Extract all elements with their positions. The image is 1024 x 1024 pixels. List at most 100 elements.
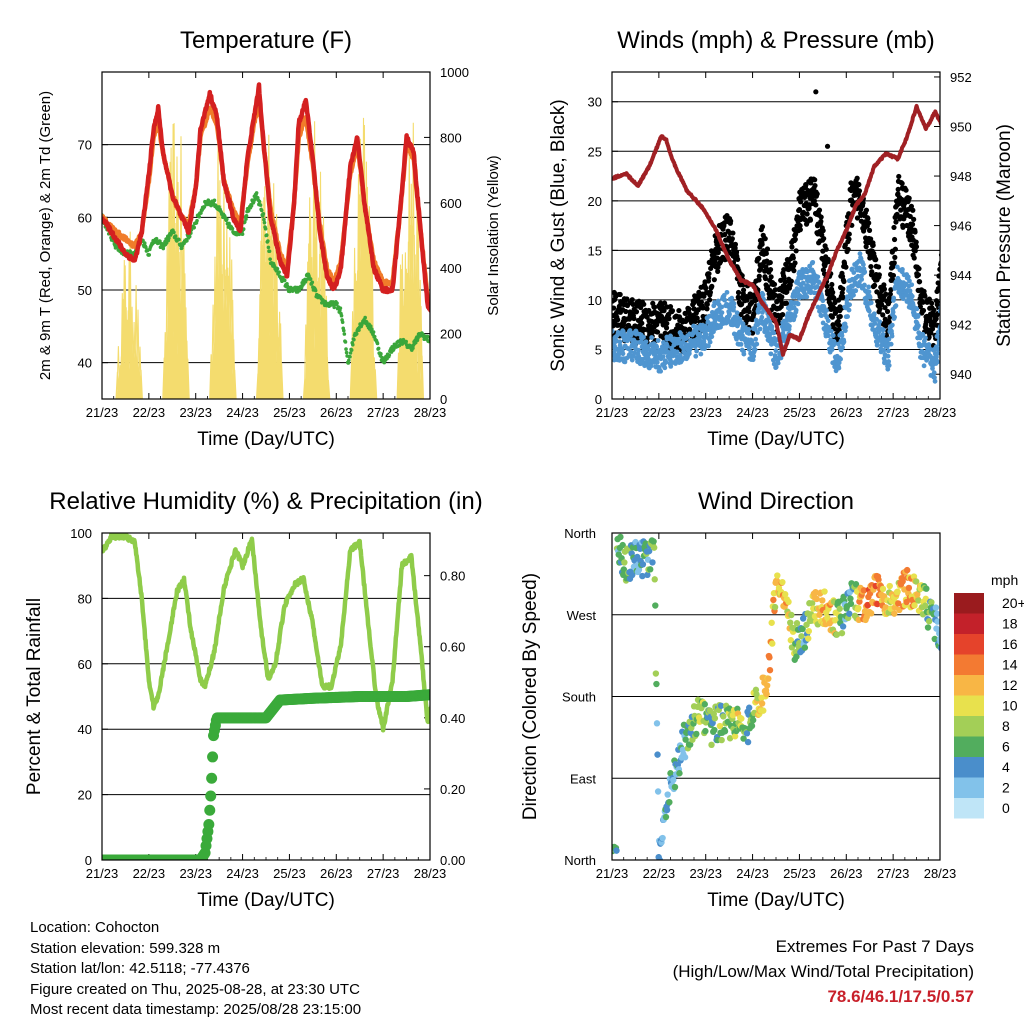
extremes-subtitle: (High/Low/Max Wind/Total Precipitation) (672, 962, 974, 981)
wind-point (955, 297, 960, 302)
wind-point (941, 297, 946, 302)
wind-point (892, 314, 897, 320)
td-point (456, 314, 460, 318)
gust-point (956, 188, 961, 193)
gust-point (913, 244, 920, 250)
wind-point (866, 284, 872, 290)
gust-point (768, 274, 774, 280)
gust-point (911, 216, 917, 222)
rain-point (458, 665, 469, 676)
wind-point (907, 288, 913, 294)
direction-point (855, 604, 862, 612)
wind-point (760, 309, 765, 315)
wind-point (795, 301, 801, 307)
direction-point (921, 602, 929, 609)
direction-point (944, 660, 950, 666)
gust-point (791, 268, 797, 274)
rain-point (452, 682, 463, 693)
gust-point (792, 236, 798, 242)
rain-point (456, 672, 467, 683)
td-point (460, 297, 464, 301)
plot-border (611, 71, 941, 400)
gust-point (953, 208, 958, 213)
gust-point (779, 294, 785, 300)
y-tick-label: 10 (588, 293, 602, 308)
wind-point (697, 331, 703, 337)
series-solar-insolation (115, 117, 425, 399)
gust-point (704, 301, 710, 307)
x-tick-label: 27/23 (367, 866, 400, 881)
gust-point (735, 256, 741, 262)
td-point (425, 334, 430, 339)
chart-title: Relative Humidity (%) & Precipitation (i… (49, 488, 482, 515)
direction-point (629, 571, 636, 579)
wind-point (643, 339, 649, 345)
gust-point (884, 308, 891, 315)
td-point (461, 291, 465, 295)
td-point (268, 257, 272, 261)
td-point (448, 345, 452, 349)
wind-point (836, 365, 842, 371)
wind-point (880, 327, 886, 333)
y-right-tick-label: 0.60 (440, 640, 465, 655)
gust-point (911, 255, 917, 261)
direction-point (709, 719, 716, 727)
direction-point (766, 666, 774, 674)
direction-point (666, 798, 673, 806)
direction-point (639, 572, 646, 580)
plot-border (101, 532, 431, 861)
direction-point (923, 585, 930, 592)
td-point (173, 234, 178, 238)
wind-point (755, 330, 761, 335)
wind-point (721, 293, 727, 298)
wind-point (841, 339, 847, 345)
legend-swatch (954, 757, 984, 778)
rain-point (443, 688, 454, 699)
rain-point (444, 688, 455, 699)
td-point (431, 334, 435, 338)
wind-point (815, 274, 821, 280)
gust-point (957, 205, 962, 210)
rain-point (205, 790, 217, 802)
gust-point (772, 287, 778, 293)
gust-point (831, 295, 837, 301)
gust-point (949, 235, 954, 240)
wind-point (953, 289, 958, 294)
wind-point (612, 328, 615, 334)
x-tick-label: 23/23 (179, 866, 212, 881)
latlon-text: Station lat/lon: 42.5118; -77.4376 (30, 960, 250, 977)
y-right-tick-label: 948 (950, 169, 972, 184)
gust-point (964, 204, 969, 209)
wind-point (877, 319, 883, 325)
chart-3: 21/23 22/23 23/23 24/23 25/23 26/23 27/23 28/23… (24, 488, 483, 911)
x-tick-label: 28/23 (924, 405, 957, 420)
rain-point (204, 804, 216, 816)
gust-point (729, 236, 735, 242)
gust-point (854, 215, 861, 221)
wind-point (844, 294, 850, 300)
y-tick-label: 70 (78, 138, 92, 153)
gust-point (869, 269, 875, 275)
wind-point (957, 290, 962, 295)
wind-point (886, 336, 892, 342)
wind-point (965, 297, 970, 302)
direction-point (779, 578, 786, 586)
direction-point (895, 600, 902, 607)
wind-point (800, 280, 806, 286)
gust-point (846, 211, 852, 217)
td-point (431, 337, 435, 341)
wind-point (966, 299, 971, 304)
wind-point (759, 314, 765, 320)
legend-swatch (954, 716, 984, 737)
gust-point (704, 306, 710, 312)
wind-point (953, 288, 958, 293)
y-tick-label: 15 (588, 243, 602, 258)
wind-point (719, 304, 725, 310)
speed-legend: mph 20+ 18 16 14 12 10 8 6 4 2 0 (954, 572, 1024, 819)
gust-point (944, 216, 949, 221)
gust-point (945, 219, 950, 224)
gust-point (971, 281, 976, 286)
wind-point (923, 335, 928, 341)
gust-point (958, 193, 963, 198)
direction-point (787, 637, 795, 644)
